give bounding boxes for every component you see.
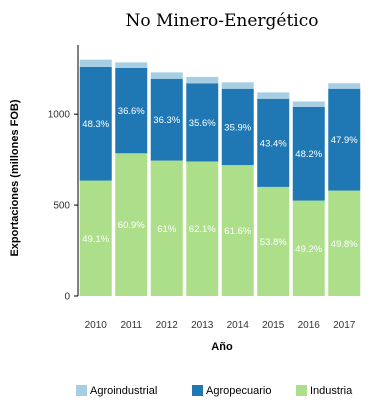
x-tick-label-2016: 2016 <box>298 320 321 331</box>
bar-agropecuario-2013 <box>186 83 219 162</box>
x-tick-label-2010: 2010 <box>85 320 108 331</box>
bar-agropecuario-2014 <box>221 88 254 166</box>
y-tick-label-500: 500 <box>53 201 70 212</box>
bar-industria-2012 <box>150 160 183 296</box>
bar-agroindustrial-2011 <box>115 62 148 68</box>
data-label-agropecuario-2011: 36.6% <box>118 106 145 117</box>
bar-industria-2015 <box>257 186 290 296</box>
data-label-industria-2012: 61% <box>157 224 177 235</box>
x-tick-label-2011: 2011 <box>120 320 142 331</box>
x-tick-label-2013: 2013 <box>191 320 214 331</box>
bar-industria-2017 <box>328 190 361 296</box>
bar-agropecuario-2017 <box>328 88 361 191</box>
legend-label-agropecuario: Agropecuario <box>206 385 271 397</box>
bar-agroindustrial-2017 <box>328 83 361 89</box>
legend-label-agroindustrial: Agroindustrial <box>90 385 157 397</box>
legend: Agroindustrial Agropecuario Industria <box>76 385 353 397</box>
y-tick-label-0: 0 <box>64 292 70 303</box>
bar-agropecuario-2015 <box>257 98 290 187</box>
x-axis-title: Año <box>211 341 233 353</box>
bar-industria-2013 <box>186 161 219 296</box>
x-tick-label-2017: 2017 <box>333 320 356 331</box>
data-label-agropecuario-2013: 35.6% <box>189 118 216 129</box>
bar-agroindustrial-2012 <box>150 72 183 79</box>
bar-agroindustrial-2015 <box>257 92 290 99</box>
data-label-industria-2013: 62.1% <box>189 224 216 235</box>
data-label-agropecuario-2016: 48.2% <box>295 149 322 160</box>
bar-agropecuario-2012 <box>150 78 183 161</box>
bar-industria-2010 <box>79 180 112 296</box>
bar-industria-2014 <box>221 165 254 296</box>
data-label-industria-2017: 49.8% <box>331 239 358 250</box>
bar-agroindustrial-2010 <box>79 59 112 67</box>
y-axis-title: Exportaciones (millones FOB) <box>9 99 21 256</box>
legend-swatch-agroindustrial <box>76 385 87 396</box>
y-axis-ticks: 0 500 1000 <box>48 110 78 303</box>
data-label-industria-2016: 49.2% <box>295 244 322 255</box>
legend-swatch-agropecuario <box>192 385 203 396</box>
data-label-agropecuario-2012: 36.3% <box>153 115 180 126</box>
data-label-agropecuario-2017: 47.9% <box>331 135 358 146</box>
bar-agroindustrial-2016 <box>292 101 325 107</box>
x-tick-label-2012: 2012 <box>156 320 179 331</box>
y-tick-label-1000: 1000 <box>48 110 71 121</box>
legend-swatch-industria <box>296 385 307 396</box>
bar-agroindustrial-2014 <box>221 82 254 89</box>
bar-industria-2016 <box>292 200 325 296</box>
data-label-industria-2011: 60.9% <box>118 220 145 231</box>
bar-agroindustrial-2013 <box>186 76 219 84</box>
data-label-agropecuario-2015: 43.4% <box>260 138 287 149</box>
x-tick-label-2015: 2015 <box>262 320 285 331</box>
data-label-industria-2014: 61.6% <box>224 226 251 237</box>
plot-area: 49.1% 48.3% 60.9% 36.6% 61% 36.3% 62.1% 35.6% 61… <box>79 59 361 296</box>
x-tick-label-2014: 2014 <box>227 320 250 331</box>
data-label-industria-2015: 53.8% <box>260 237 287 248</box>
legend-label-industria: Industria <box>310 385 353 397</box>
bar-agropecuario-2016 <box>292 106 325 201</box>
chart-title: No Minero-Energético <box>126 11 319 31</box>
bar-agropecuario-2010 <box>79 66 112 181</box>
data-label-agropecuario-2010: 48.3% <box>82 119 109 130</box>
data-label-industria-2010: 49.1% <box>82 234 109 245</box>
data-label-agropecuario-2014: 35.9% <box>224 122 251 133</box>
bar-industria-2011 <box>115 153 148 296</box>
bar-agropecuario-2011 <box>115 67 148 154</box>
x-axis-ticks: 2010 2011 2012 2013 2014 2015 2016 2017 <box>85 320 356 331</box>
